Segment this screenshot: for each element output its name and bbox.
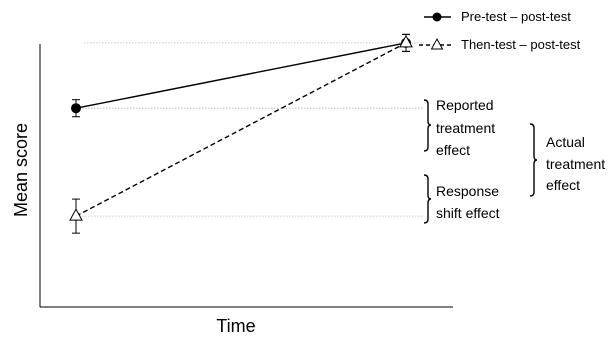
series-2 — [69, 33, 413, 234]
legend-marker-circle — [432, 12, 442, 22]
brace-actual — [529, 123, 538, 197]
series-layer — [69, 33, 413, 234]
legend: Pre-test – post-test Then-test – post-te… — [419, 9, 581, 52]
series-line — [75, 42, 407, 109]
legend-label-pre: Pre-test – post-test — [461, 9, 571, 24]
x-axis-label: Time — [216, 316, 255, 336]
reference-lines — [76, 42, 424, 217]
legend-marker-triangle — [430, 37, 444, 50]
annotation-actual: Actual treatment effect — [546, 134, 609, 193]
series-line — [75, 42, 407, 217]
y-axis-label: Mean score — [11, 123, 31, 217]
legend-label-then: Then-test – post-test — [461, 37, 581, 52]
brace-shift — [423, 174, 432, 224]
data-point — [399, 34, 413, 48]
annotation-reported: Reported treatment effect — [436, 97, 499, 158]
series-1 — [71, 33, 411, 118]
data-point — [71, 103, 81, 114]
data-point — [69, 208, 83, 221]
annotation-shift: Response shift effect — [436, 183, 503, 221]
annotations: Reported treatment effect Response shift… — [423, 97, 609, 224]
brace-reported — [423, 99, 432, 152]
